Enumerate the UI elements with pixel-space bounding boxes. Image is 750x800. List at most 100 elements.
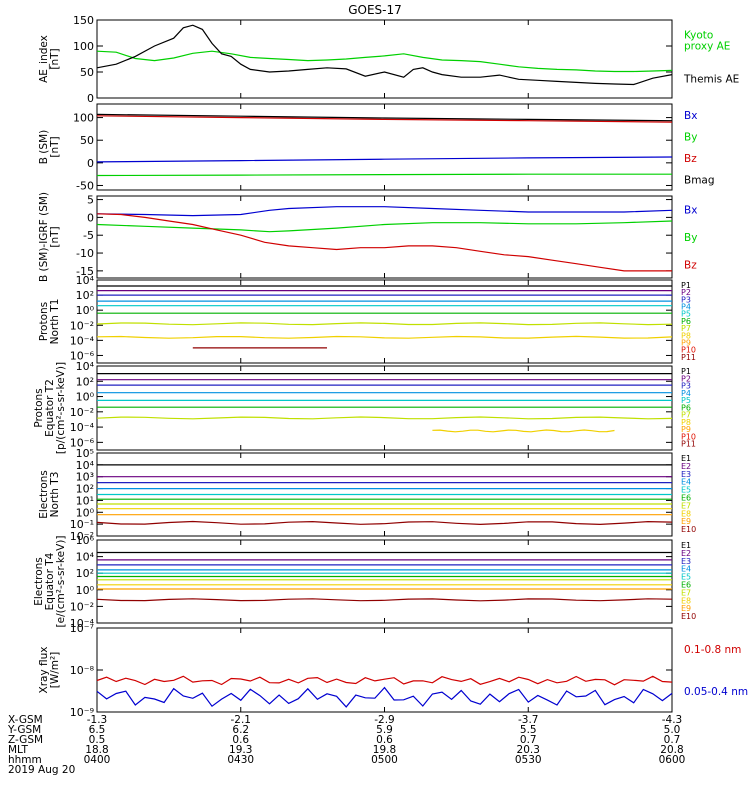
- legend-p5: P5: [681, 310, 691, 319]
- legend-p11: P11: [681, 440, 696, 449]
- y-axis-label: Xray flux: [38, 647, 50, 694]
- legend-p8: P8: [681, 418, 691, 427]
- y-tick-label: 50: [80, 66, 94, 79]
- y-tick-label: 50: [80, 134, 94, 147]
- y-axis-label: [nT]: [49, 136, 61, 157]
- legend-e5: E5: [681, 573, 691, 582]
- legend-p3: P3: [681, 382, 691, 391]
- panel-frame-protons_t1: [96, 279, 673, 364]
- x-row-label: Y-GSM: [7, 724, 41, 736]
- y-tick-label: 10⁻¹: [70, 518, 94, 531]
- series-line-themis-ae: [96, 24, 673, 86]
- x-row-label: Z-GSM: [8, 734, 43, 746]
- legend-e3: E3: [681, 557, 691, 566]
- x-axis-value: 0400: [84, 754, 111, 766]
- y-axis-label: Equator T2: [44, 379, 56, 437]
- y-tick-label: 10²: [76, 375, 94, 388]
- x-axis-value: 0600: [659, 754, 686, 766]
- series-line-bmag: [96, 113, 673, 122]
- x-axis-value: 5.5: [520, 724, 537, 736]
- legend-p3: P3: [681, 295, 691, 304]
- series-line-p7: [96, 416, 673, 420]
- y-tick-label: 100: [73, 112, 94, 125]
- legend-kyoto-proxy-ae: Kyoto: [684, 30, 713, 42]
- y-axis-label: B (SM): [38, 130, 50, 164]
- y-tick-label: 10²: [76, 567, 94, 580]
- legend-p4: P4: [681, 389, 691, 398]
- legend-p1: P1: [681, 367, 691, 376]
- series-line-p8: [96, 335, 673, 339]
- x-axis-value: 0430: [227, 754, 254, 766]
- legend-e2: E2: [681, 462, 691, 471]
- legend-e9: E9: [681, 604, 691, 613]
- legend-bmag: Bmag: [684, 174, 715, 186]
- legend-bx: Bx: [684, 205, 697, 217]
- x-axis-value: 0530: [515, 754, 542, 766]
- legend-p9: P9: [681, 338, 691, 347]
- legend-e4: E4: [681, 478, 691, 487]
- series-line-e10: [96, 520, 673, 526]
- legend-bz: Bz: [684, 259, 697, 271]
- x-axis-value: -2.1: [231, 714, 252, 726]
- legend-p4: P4: [681, 303, 691, 312]
- legend-p8: P8: [681, 331, 691, 340]
- y-axis-label: AE_index: [38, 35, 50, 83]
- legend-p10: P10: [681, 432, 696, 441]
- series-line-by: [96, 220, 673, 233]
- legend-e1: E1: [681, 454, 691, 463]
- x-axis-value: 19.8: [373, 744, 396, 756]
- x-axis-value: 19.3: [229, 744, 252, 756]
- y-tick-label: 10⁻⁶: [70, 349, 95, 362]
- y-tick-label: 10⁻²: [70, 530, 94, 543]
- x-axis-value: 6.2: [232, 724, 249, 736]
- x-axis-value: -4.3: [662, 714, 683, 726]
- y-axis-label: [nT]: [49, 48, 61, 69]
- x-axis-value: 5.0: [664, 724, 681, 736]
- y-tick-label: 10²: [76, 289, 94, 302]
- plot-title: GOES-17: [348, 3, 402, 17]
- legend-p1: P1: [681, 281, 691, 290]
- x-axis-value: 18.8: [85, 744, 108, 756]
- y-tick-label: 10⁰: [76, 391, 95, 404]
- legend-p6: P6: [681, 317, 691, 326]
- legend-by: By: [684, 131, 697, 143]
- x-axis-value: 20.8: [660, 744, 683, 756]
- x-row-label: MLT: [8, 744, 28, 756]
- y-axis-label: Electrons: [38, 470, 50, 519]
- y-tick-label: 0: [87, 92, 94, 105]
- series-line-bz: [96, 115, 673, 123]
- legend-p7: P7: [681, 324, 691, 333]
- y-axis-label: Equator T4: [44, 552, 56, 610]
- legend-bz: Bz: [684, 153, 697, 165]
- y-tick-label: 10²: [76, 483, 94, 496]
- y-tick-label: -15: [76, 265, 94, 278]
- x-axis-value: 0.7: [664, 734, 681, 746]
- legend-e9: E9: [681, 517, 691, 526]
- legend-e2: E2: [681, 549, 691, 558]
- panel-frame-xray_flux: [96, 627, 673, 713]
- x-axis-value: 6.5: [89, 724, 106, 736]
- y-tick-label: 10⁻⁴: [70, 334, 95, 347]
- y-axis-label: North T1: [49, 299, 61, 345]
- series-line-e10: [96, 598, 673, 602]
- y-axis-label: North T3: [49, 472, 61, 518]
- legend-e3: E3: [681, 470, 691, 479]
- panel-frame-protons_t2: [96, 365, 673, 451]
- series-line-0-1-0-8-nm: [96, 675, 673, 686]
- legend-e7: E7: [681, 501, 691, 510]
- x-row-label: hhmm: [8, 754, 42, 766]
- legend-p2: P2: [681, 374, 691, 383]
- y-axis-label: [nT]: [49, 226, 61, 247]
- x-axis-value: 0.7: [520, 734, 537, 746]
- series-line-0-05-0-4-nm: [96, 686, 673, 708]
- legend-bx: Bx: [684, 110, 697, 122]
- y-tick-label: 10⁻⁹: [70, 706, 94, 719]
- y-tick-label: 10⁻²: [70, 600, 94, 613]
- series-line-kyoto-proxy-ae: [96, 50, 673, 73]
- x-axis-value: -3.7: [518, 714, 539, 726]
- panel-frame-ae_index: [96, 19, 673, 99]
- legend-e10: E10: [681, 612, 696, 621]
- y-axis-label: [p/(cm²-s-sr-keV)]: [55, 362, 67, 454]
- legend-e5: E5: [681, 486, 691, 495]
